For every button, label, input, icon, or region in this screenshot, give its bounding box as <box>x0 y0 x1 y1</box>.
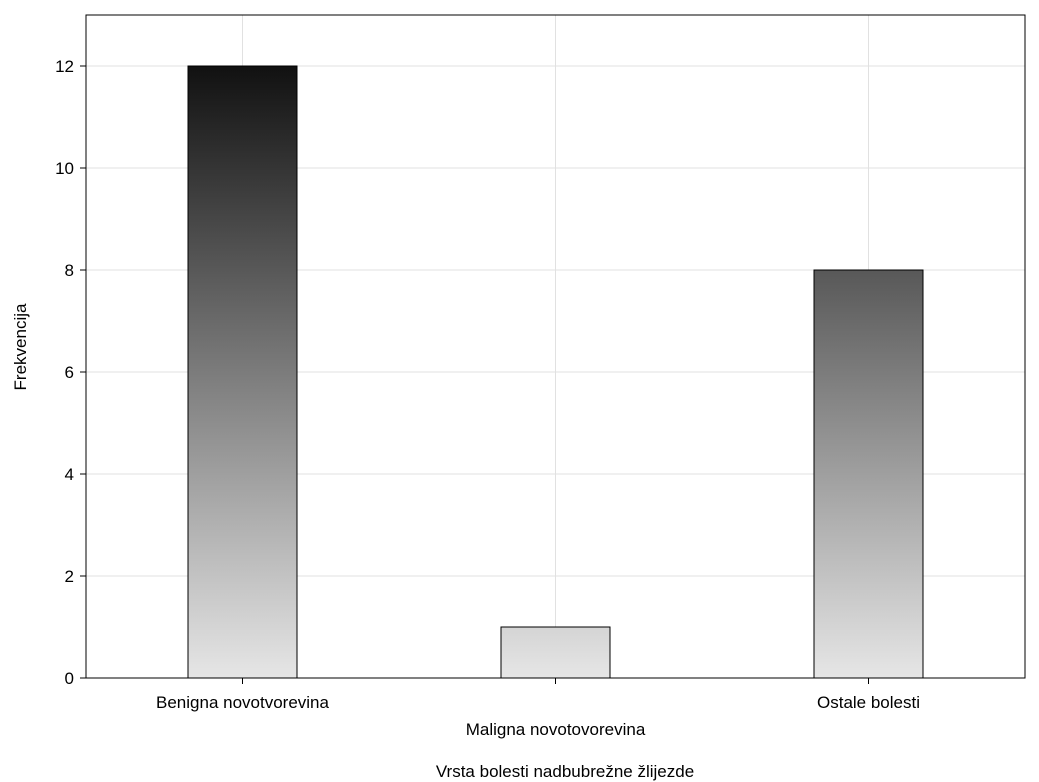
y-tick-label: 4 <box>65 465 74 484</box>
y-axis-title: Frekvencija <box>11 303 30 390</box>
x-category-label: Maligna novotovorevina <box>466 720 646 739</box>
y-tick-label: 0 <box>65 669 74 688</box>
x-tick-labels: Benigna novotvorevina Maligna novotovorev… <box>156 693 920 739</box>
y-tick-label: 10 <box>55 159 74 178</box>
x-category-label: Ostale bolesti <box>817 693 920 712</box>
bars <box>187 65 924 679</box>
axes <box>80 14 1026 684</box>
bar-1 <box>187 65 298 679</box>
x-axis-title: Vrsta bolesti nadbubrežne žlijezde <box>436 762 694 781</box>
y-tick-label: 2 <box>65 567 74 586</box>
y-tick-labels: 0 2 4 6 8 10 12 <box>55 57 74 688</box>
x-category-label: Benigna novotvorevina <box>156 693 330 712</box>
y-tick-label: 6 <box>65 363 74 382</box>
y-tick-label: 8 <box>65 261 74 280</box>
bar-2 <box>500 626 611 679</box>
y-tick-label: 12 <box>55 57 74 76</box>
bar-3 <box>813 269 924 679</box>
